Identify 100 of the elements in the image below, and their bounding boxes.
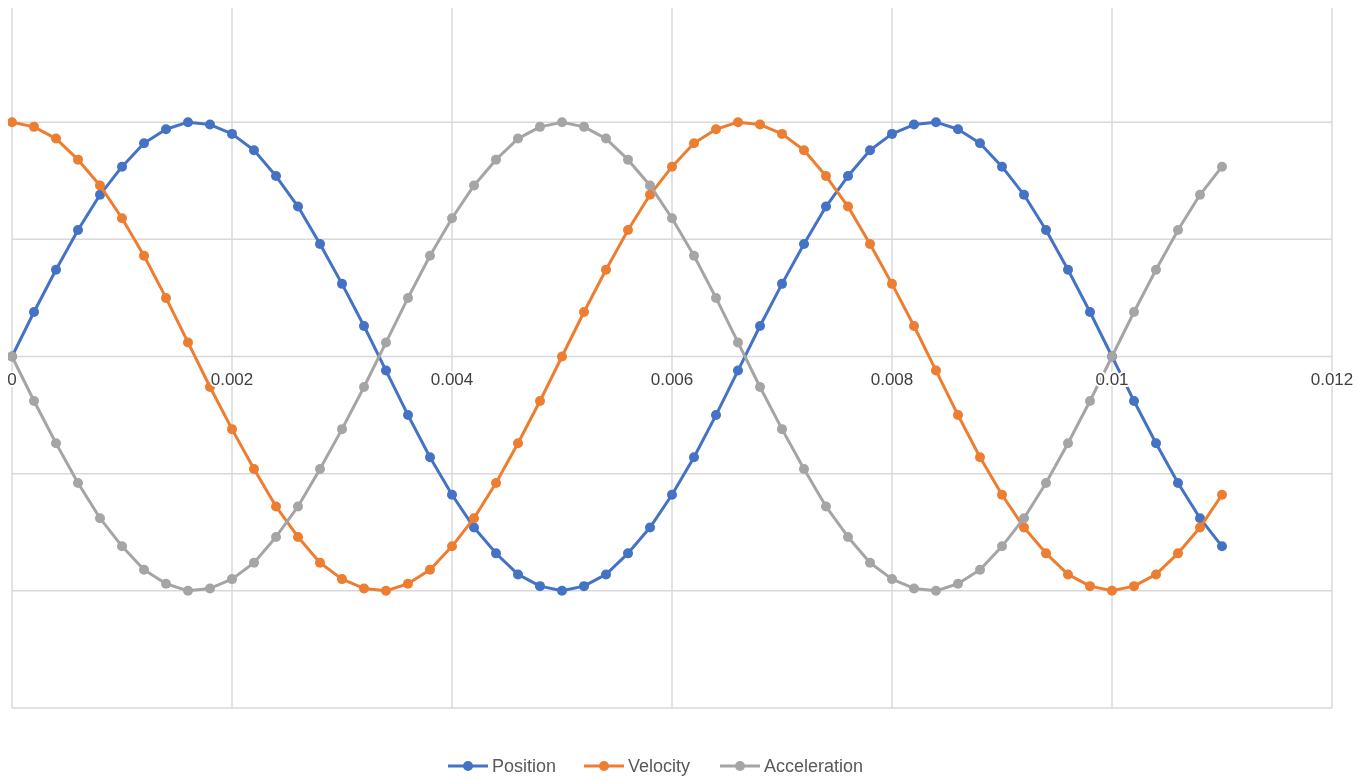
- point: [183, 337, 193, 348]
- point: [293, 531, 303, 542]
- x-tick-label: 0: [7, 369, 17, 389]
- point: [51, 133, 61, 144]
- point: [293, 501, 303, 512]
- point: [271, 531, 281, 542]
- point: [931, 117, 941, 128]
- point: [887, 128, 897, 139]
- point: [271, 171, 281, 182]
- point: [227, 128, 237, 139]
- point: [579, 581, 589, 592]
- point: [821, 501, 831, 512]
- point: [865, 557, 875, 568]
- point: [51, 264, 61, 275]
- point: [1041, 224, 1051, 235]
- point: [777, 128, 787, 139]
- point: [95, 180, 105, 191]
- point: [997, 161, 1007, 172]
- point: [337, 574, 347, 585]
- point: [557, 585, 567, 596]
- point: [315, 463, 325, 474]
- point: [821, 201, 831, 212]
- point: [777, 424, 787, 435]
- point: [667, 489, 677, 500]
- point: [909, 321, 919, 332]
- point: [623, 548, 633, 559]
- point: [975, 564, 985, 575]
- point: [95, 189, 105, 200]
- point: [1063, 569, 1073, 580]
- point: [8, 117, 17, 128]
- point: [513, 569, 523, 580]
- point: [447, 489, 457, 500]
- point: [359, 583, 369, 594]
- point: [1085, 396, 1095, 407]
- point: [689, 250, 699, 261]
- point: [359, 321, 369, 332]
- point: [161, 292, 171, 303]
- point: [953, 578, 963, 589]
- point: [139, 250, 149, 261]
- legend-label: Position: [492, 756, 557, 776]
- point: [227, 574, 237, 585]
- point: [205, 583, 215, 594]
- point: [953, 410, 963, 421]
- point: [689, 138, 699, 149]
- point: [535, 121, 545, 132]
- point: [645, 189, 655, 200]
- point: [645, 180, 655, 191]
- point: [689, 452, 699, 463]
- legend-label: Velocity: [628, 756, 691, 776]
- point: [1085, 306, 1095, 317]
- point: [799, 463, 809, 474]
- point: [601, 133, 611, 144]
- point: [29, 121, 39, 132]
- point: [799, 145, 809, 156]
- point: [557, 117, 567, 128]
- point: [139, 138, 149, 149]
- point: [403, 410, 413, 421]
- point: [777, 278, 787, 289]
- point: [1041, 548, 1051, 559]
- point: [1195, 189, 1205, 200]
- point: [733, 337, 743, 348]
- point: [953, 124, 963, 135]
- point: [1063, 264, 1073, 275]
- point: [95, 513, 105, 524]
- point: [117, 541, 127, 552]
- point: [1151, 264, 1161, 275]
- point: [1019, 513, 1029, 524]
- point: [535, 581, 545, 592]
- point: [601, 569, 611, 580]
- point: [1129, 581, 1139, 592]
- point: [337, 424, 347, 435]
- point: [645, 522, 655, 533]
- point: [535, 396, 545, 407]
- point: [975, 452, 985, 463]
- point: [755, 321, 765, 332]
- point: [315, 239, 325, 250]
- point: [161, 578, 171, 589]
- point: [1085, 581, 1095, 592]
- point: [139, 564, 149, 575]
- point: [381, 365, 391, 376]
- point: [931, 365, 941, 376]
- point: [491, 548, 501, 559]
- point: [271, 501, 281, 512]
- point: [1063, 438, 1073, 449]
- point: [293, 201, 303, 212]
- point: [1019, 189, 1029, 200]
- point: [887, 278, 897, 289]
- point: [249, 145, 259, 156]
- point: [909, 583, 919, 594]
- point: [887, 574, 897, 585]
- point: [843, 201, 853, 212]
- point: [1195, 513, 1205, 524]
- point: [1107, 585, 1117, 596]
- point: [359, 381, 369, 392]
- x-tick-label: 0.006: [650, 369, 694, 389]
- point: [1129, 396, 1139, 407]
- point: [667, 213, 677, 224]
- point: [755, 119, 765, 130]
- point: [1019, 522, 1029, 533]
- point: [601, 264, 611, 275]
